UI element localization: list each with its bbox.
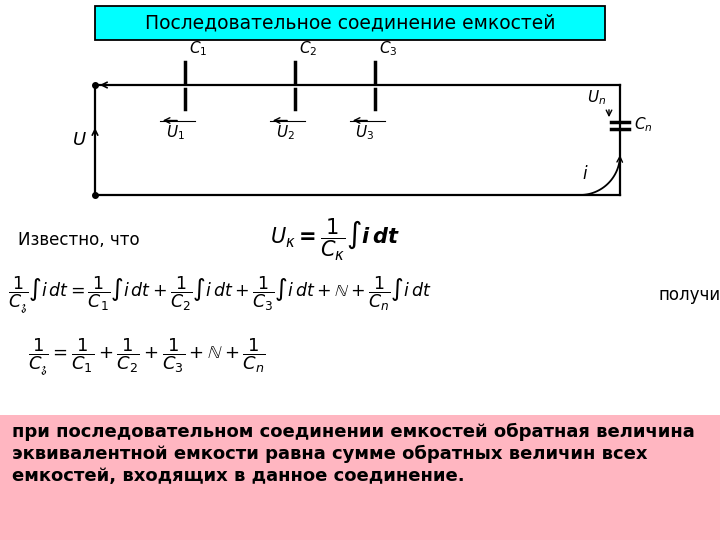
Bar [0, 415, 720, 540]
Text: $\dfrac{1}{C_{\mathfrak{z}}} = \dfrac{1}{C_1} + \dfrac{1}{C_2} + \dfrac{1}{C_3} : $\dfrac{1}{C_{\mathfrak{z}}} = \dfrac{1}… [28, 336, 266, 378]
Text: $C_2$: $C_2$ [299, 39, 318, 57]
Text: при последовательном соединении емкостей обратная величина: при последовательном соединении емкостей… [12, 423, 695, 441]
Text: получим: получим [658, 286, 720, 304]
Text: эквивалентной емкости равна сумме обратных величин всех: эквивалентной емкости равна сумме обратн… [12, 445, 647, 463]
Text: Известно, что: Известно, что [18, 231, 140, 249]
Text: $C_3$: $C_3$ [379, 39, 397, 57]
Text: $U_3$: $U_3$ [356, 124, 374, 142]
Text: $C_1$: $C_1$ [189, 39, 207, 57]
Text: $i$: $i$ [582, 165, 588, 183]
Text: $C_n$: $C_n$ [634, 116, 652, 134]
Text: $\dfrac{1}{C_{\mathfrak{z}}} \int i\,dt = \dfrac{1}{C_1} \int i\,dt + \dfrac{1}{: $\dfrac{1}{C_{\mathfrak{z}}} \int i\,dt … [8, 274, 432, 316]
Text: $U_1$: $U_1$ [166, 124, 184, 142]
Text: $U_2$: $U_2$ [276, 124, 294, 142]
Text: $U_n$: $U_n$ [587, 89, 606, 107]
Text: $U$: $U$ [72, 131, 87, 149]
Text: $\boldsymbol{U_{\kappa} = \dfrac{1}{C_{\kappa}} \int i\,dt}$: $\boldsymbol{U_{\kappa} = \dfrac{1}{C_{\… [270, 217, 400, 263]
FancyBboxPatch shape [95, 6, 605, 40]
Text: емкостей, входящих в данное соединение.: емкостей, входящих в данное соединение. [12, 467, 464, 485]
Text: Последовательное соединение емкостей: Последовательное соединение емкостей [145, 14, 555, 32]
